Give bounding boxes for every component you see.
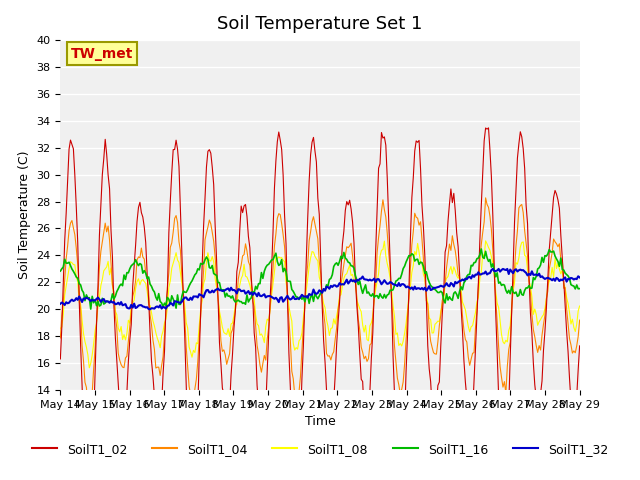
Text: TW_met: TW_met (71, 47, 133, 60)
Legend: SoilT1_02, SoilT1_04, SoilT1_08, SoilT1_16, SoilT1_32: SoilT1_02, SoilT1_04, SoilT1_08, SoilT1_… (27, 438, 613, 461)
X-axis label: Time: Time (305, 415, 335, 428)
Y-axis label: Soil Temperature (C): Soil Temperature (C) (18, 151, 31, 279)
Title: Soil Temperature Set 1: Soil Temperature Set 1 (218, 15, 422, 33)
